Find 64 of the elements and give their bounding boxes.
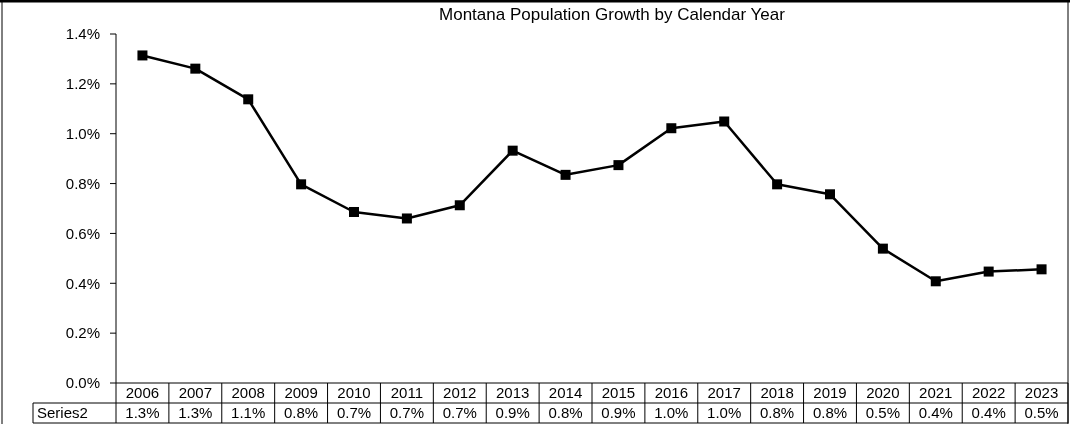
x-tick-label: 2018 bbox=[760, 384, 794, 402]
point bbox=[454, 200, 465, 211]
y-tick-label: 0.4% bbox=[65, 274, 100, 292]
y-tick-label: 0.8% bbox=[65, 174, 100, 192]
data-label: 0.4% bbox=[971, 404, 1006, 422]
x-tick-label: 2010 bbox=[337, 384, 371, 402]
point bbox=[877, 243, 888, 254]
x-tick-label: 2023 bbox=[1024, 384, 1059, 402]
point bbox=[296, 179, 307, 190]
data-label: 0.7% bbox=[389, 404, 424, 422]
chart-title: Montana Population Growth by Calendar Year bbox=[439, 5, 786, 24]
y-tick-label: 1.2% bbox=[65, 75, 100, 93]
x-tick-label: 2012 bbox=[443, 384, 477, 402]
x-tick-label: 2009 bbox=[284, 384, 318, 402]
point bbox=[719, 116, 730, 127]
x-tick-label: 2008 bbox=[231, 384, 265, 402]
point bbox=[666, 123, 677, 134]
y-tick-label: 0.6% bbox=[65, 224, 100, 242]
x-tick-label: 2016 bbox=[654, 384, 689, 402]
y-tick-label: 1.0% bbox=[65, 124, 100, 142]
x-tick-label: 2014 bbox=[548, 384, 583, 402]
x-tick-label: 2007 bbox=[178, 384, 213, 402]
x-tick-label: 2013 bbox=[495, 384, 530, 402]
point bbox=[190, 63, 201, 74]
x-tick-label: 2006 bbox=[125, 384, 160, 402]
point bbox=[137, 50, 148, 61]
x-tick-label: 2022 bbox=[971, 384, 1006, 402]
data-label: 0.7% bbox=[442, 404, 477, 422]
point bbox=[349, 206, 359, 217]
x-tick-label: 2017 bbox=[707, 384, 741, 402]
x-tick-label: 2019 bbox=[813, 384, 847, 402]
point bbox=[983, 266, 994, 277]
data-label: 1.1% bbox=[231, 404, 266, 422]
point bbox=[560, 169, 571, 180]
data-label: 0.9% bbox=[495, 404, 530, 422]
data-label: 1.0% bbox=[707, 404, 742, 422]
x-tick-label: 2015 bbox=[601, 384, 636, 402]
point bbox=[930, 276, 941, 287]
point bbox=[401, 213, 412, 224]
data-label: 0.9% bbox=[601, 404, 636, 422]
point bbox=[243, 94, 254, 105]
legend-label: Series2 bbox=[37, 404, 88, 422]
data-label: 1.3% bbox=[125, 404, 160, 422]
data-label: 0.8% bbox=[284, 404, 319, 422]
x-tick-label: 2020 bbox=[866, 384, 900, 402]
x-tick-label: 2011 bbox=[390, 384, 424, 402]
point bbox=[825, 189, 835, 200]
data-label: 0.7% bbox=[336, 404, 372, 422]
y-tick-label: 0.0% bbox=[65, 374, 100, 392]
data-label: 0.5% bbox=[865, 404, 900, 422]
y-tick-label: 0.2% bbox=[65, 324, 100, 342]
point bbox=[1036, 264, 1047, 275]
data-label: 0.8% bbox=[760, 404, 795, 422]
data-label: 1.3% bbox=[178, 404, 213, 422]
data-label: 0.5% bbox=[1024, 404, 1059, 422]
point bbox=[507, 145, 518, 156]
x-tick-label: 2021 bbox=[919, 384, 953, 402]
point bbox=[613, 160, 624, 171]
data-label: 0.8% bbox=[812, 404, 848, 422]
point bbox=[772, 179, 783, 190]
y-tick-label: 1.4% bbox=[65, 25, 100, 43]
data-label: 1.0% bbox=[654, 404, 689, 422]
data-label: 0.4% bbox=[918, 404, 953, 422]
data-label: 0.8% bbox=[548, 404, 583, 422]
